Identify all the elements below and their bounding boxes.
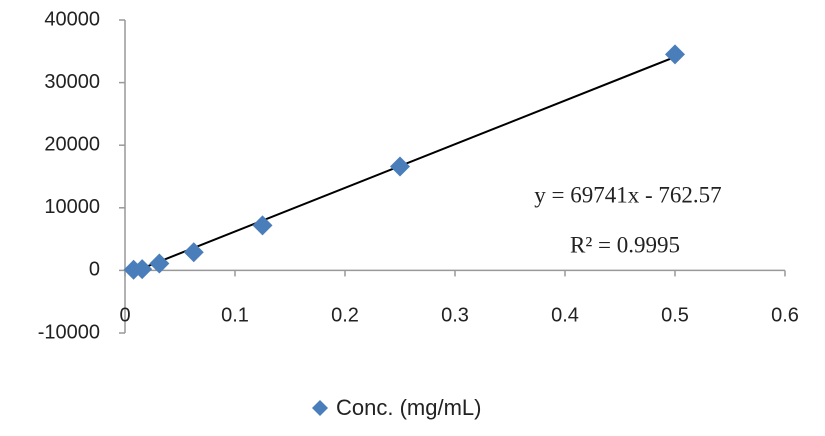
x-tick-label: 0.5: [661, 304, 689, 326]
data-point: [183, 242, 204, 263]
y-tick-label: 0: [89, 259, 100, 281]
y-tick-label: 30000: [44, 71, 100, 93]
x-tick-label: 0.1: [221, 304, 249, 326]
y-tick-label: 40000: [44, 8, 100, 30]
legend-label: Conc. (mg/mL): [336, 395, 481, 420]
y-tick-label: -10000: [38, 321, 100, 343]
x-tick-label: 0.6: [771, 304, 799, 326]
x-tick-label: 0.2: [331, 304, 359, 326]
y-tick-label: 20000: [44, 133, 100, 155]
legend-marker: [312, 400, 328, 416]
data-point: [252, 215, 273, 236]
x-tick-label: 0.3: [441, 304, 469, 326]
y-tick-label: 10000: [44, 196, 100, 218]
data-point: [390, 156, 410, 177]
data-point: [665, 44, 685, 65]
x-tick-label: 0.4: [551, 304, 579, 326]
x-tick-label: 0: [119, 304, 130, 326]
data-point: [149, 253, 170, 274]
trendline-equation: y = 69741x - 762.57: [534, 182, 721, 207]
data-point: [132, 259, 153, 280]
r-squared: R² = 0.9995: [570, 232, 680, 257]
